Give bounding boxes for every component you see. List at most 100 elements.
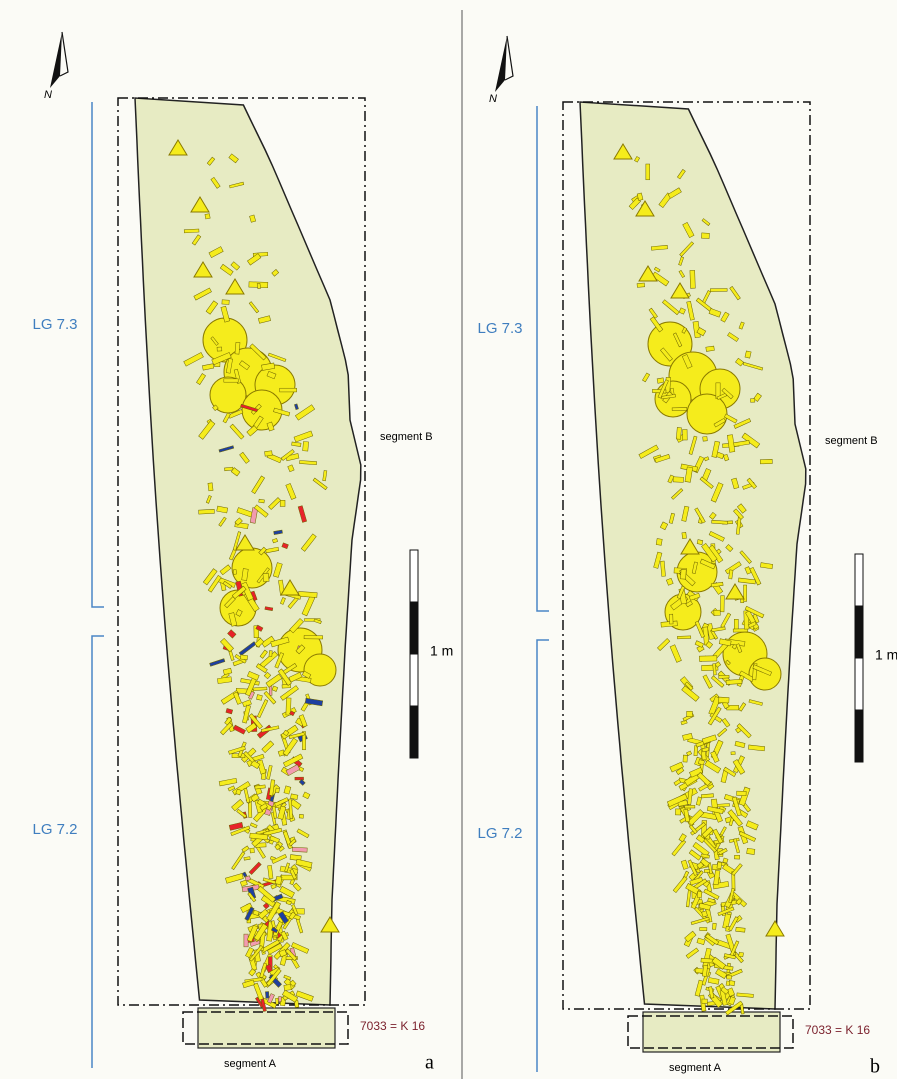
find [673,477,684,483]
find [719,675,730,678]
find [697,540,703,545]
find [682,430,687,441]
find [687,711,693,716]
find [700,927,707,930]
find [217,347,222,351]
large-find [655,381,691,417]
find [701,233,709,239]
find [727,975,732,979]
find [734,619,738,629]
find [295,777,304,780]
find [263,573,269,582]
find [244,857,250,861]
find [726,679,742,684]
scale-segment [410,550,418,602]
find [222,300,229,305]
find [712,923,716,929]
north-label: N [489,93,497,105]
find [703,436,708,441]
find [719,697,729,703]
find [720,596,724,612]
find [199,509,215,514]
find [265,451,273,456]
scale-segment [855,606,863,658]
find [704,870,709,873]
find [675,809,680,815]
segment-label: segment A [669,1062,722,1074]
find [269,651,272,657]
find [734,855,739,859]
find [672,408,687,411]
find [292,847,307,852]
find [710,288,727,291]
find [723,858,728,863]
find [259,499,265,503]
segment-label: segment B [825,435,878,447]
find [690,270,695,288]
scale-segment [410,602,418,654]
find [760,459,772,464]
find [244,934,248,947]
lower-trench [643,1012,780,1052]
find [184,229,199,233]
phase-label: LG 7.2 [477,825,522,842]
find [256,695,262,701]
find [726,981,730,986]
find [747,848,755,854]
phase-label: LG 7.3 [477,320,522,337]
find [208,483,213,491]
find [736,927,745,932]
excavation-plan: N LG 7.3 LG 7.2 1 m segment B 7033 = K 16 segm… [0,0,897,1079]
find [235,342,240,354]
find [750,399,754,403]
find [233,570,236,575]
find [676,427,681,439]
find [737,791,747,796]
find [731,752,735,755]
find [224,467,233,471]
phase-label: LG 7.2 [32,821,77,838]
panel-label: b [870,1056,880,1078]
find [257,283,260,288]
find [685,805,695,808]
find [699,656,717,662]
scale-segment [410,654,418,706]
context-label: 7033 = K 16 [360,1019,425,1033]
context-label: 7033 = K 16 [805,1023,870,1037]
phase-label: LG 7.3 [32,316,77,333]
find [669,614,673,624]
find [298,591,317,597]
find [697,891,702,897]
panel-label: a [425,1052,434,1074]
find [657,378,664,383]
find [278,997,281,1002]
find [284,984,291,990]
north-label: N [44,89,52,101]
segment-label: segment B [380,431,433,443]
scale-segment [855,554,863,606]
find [282,684,291,688]
find [248,802,252,818]
find [739,952,744,957]
lower-trench [198,1008,335,1048]
find [637,283,645,287]
scale-label: 1 m [430,643,453,659]
find [304,635,323,639]
find [682,532,687,538]
find [717,862,722,869]
find [646,164,650,180]
scale-segment [410,706,418,758]
large-find [687,394,727,434]
find [706,346,715,351]
find [677,636,690,639]
find [275,788,279,793]
scale-segment [855,710,863,762]
scale-segment [855,658,863,710]
find [714,610,721,616]
find [680,569,686,579]
find [280,388,297,392]
find [702,999,708,1003]
find [224,379,238,382]
find [745,351,751,358]
find [280,500,285,506]
